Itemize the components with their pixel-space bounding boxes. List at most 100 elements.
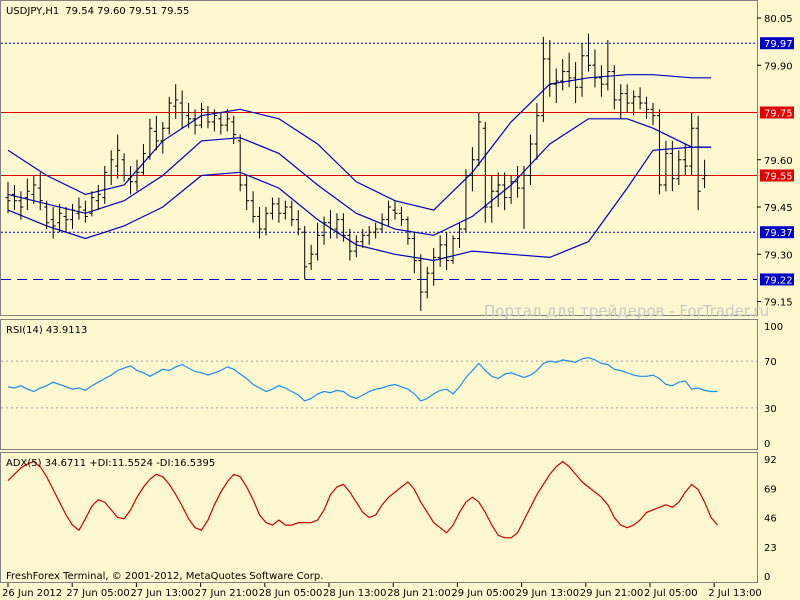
ohlc-bar[interactable]: [566, 52, 572, 88]
ohlc-bar[interactable]: [534, 103, 540, 160]
ohlc-bar[interactable]: [224, 109, 230, 132]
ohlc-bar[interactable]: [302, 225, 308, 280]
ohlc-bar[interactable]: [444, 232, 450, 270]
ohlc-bar[interactable]: [153, 115, 159, 151]
ohlc-bar[interactable]: [205, 106, 211, 129]
ohlc-bar[interactable]: [482, 121, 488, 223]
ohlc-bar[interactable]: [211, 109, 217, 132]
ohlc-bar[interactable]: [489, 175, 495, 223]
ohlc-bar[interactable]: [147, 118, 153, 160]
ohlc-bar[interactable]: [521, 166, 527, 230]
ohlc-bar[interactable]: [5, 181, 11, 214]
ohlc-bar[interactable]: [398, 207, 404, 226]
ohlc-bar[interactable]: [37, 172, 43, 211]
ohlc-bar[interactable]: [676, 150, 682, 185]
ohlc-bar[interactable]: [282, 200, 288, 220]
ohlc-bar[interactable]: [173, 84, 179, 119]
ohlc-bar[interactable]: [334, 213, 340, 239]
ohlc-bar[interactable]: [128, 166, 134, 195]
ohlc-bar[interactable]: [108, 150, 114, 185]
ohlc-bar[interactable]: [631, 90, 637, 116]
ohlc-bar[interactable]: [250, 191, 256, 223]
ohlc-bar[interactable]: [276, 197, 282, 223]
ohlc-bar[interactable]: [476, 112, 482, 167]
ohlc-bar[interactable]: [502, 172, 508, 211]
ohlc-bar[interactable]: [166, 96, 172, 135]
ohlc-bar[interactable]: [121, 153, 127, 182]
ohlc-bar[interactable]: [366, 225, 372, 245]
ohlc-bar[interactable]: [495, 172, 501, 207]
ohlc-bar[interactable]: [328, 210, 333, 239]
ohlc-bar[interactable]: [611, 65, 617, 110]
ohlc-bar[interactable]: [624, 84, 630, 113]
ohlc-bar[interactable]: [340, 213, 346, 242]
ohlc-bar[interactable]: [527, 134, 533, 185]
ohlc-bar[interactable]: [431, 247, 437, 286]
ohlc-bar[interactable]: [508, 175, 514, 204]
ohlc-bar[interactable]: [63, 207, 69, 233]
ohlc-bar[interactable]: [598, 65, 604, 97]
ohlc-bar[interactable]: [11, 184, 17, 211]
ohlc-bar[interactable]: [95, 184, 101, 211]
ohlc-bar[interactable]: [515, 166, 521, 198]
ohlc-bar[interactable]: [682, 144, 688, 176]
ohlc-bar[interactable]: [605, 40, 611, 91]
ohlc-bar[interactable]: [263, 207, 269, 236]
ohlc-bar[interactable]: [57, 203, 63, 233]
ohlc-bar[interactable]: [656, 109, 662, 195]
ohlc-bar[interactable]: [392, 200, 398, 220]
ohlc-bar[interactable]: [44, 200, 50, 230]
ohlc-bar[interactable]: [237, 134, 243, 192]
ohlc-bar[interactable]: [663, 140, 669, 192]
ohlc-bar[interactable]: [650, 103, 656, 126]
ohlc-bar[interactable]: [179, 90, 185, 129]
ohlc-bar[interactable]: [50, 207, 56, 239]
ohlc-bar[interactable]: [373, 222, 379, 239]
ohlc-bar[interactable]: [573, 62, 579, 104]
ohlc-bar[interactable]: [24, 178, 30, 211]
ohlc-bar[interactable]: [199, 103, 204, 129]
ohlc-bar[interactable]: [347, 229, 353, 261]
ohlc-bar[interactable]: [360, 229, 366, 248]
ohlc-bar[interactable]: [269, 197, 275, 220]
ohlc-bar[interactable]: [186, 103, 192, 129]
ohlc-bar[interactable]: [411, 232, 417, 274]
ohlc-bar[interactable]: [469, 147, 475, 192]
ohlc-bar[interactable]: [18, 191, 24, 220]
ohlc-bar[interactable]: [418, 254, 424, 311]
ohlc-bar[interactable]: [592, 49, 598, 88]
ohlc-bar[interactable]: [644, 96, 650, 119]
ohlc-bar[interactable]: [437, 235, 443, 267]
ohlc-bar[interactable]: [289, 200, 295, 226]
ohlc-bar[interactable]: [102, 166, 108, 204]
ohlc-bar[interactable]: [115, 134, 121, 179]
ohlc-bar[interactable]: [192, 109, 198, 135]
ohlc-bar[interactable]: [689, 112, 695, 176]
rsi-pane[interactable]: [1, 356, 757, 409]
price-pane[interactable]: [1, 33, 757, 311]
ohlc-bar[interactable]: [547, 40, 553, 97]
ohlc-bar[interactable]: [76, 197, 82, 220]
ohlc-bar[interactable]: [463, 169, 469, 233]
ohlc-bar[interactable]: [540, 36, 546, 122]
ohlc-bar[interactable]: [295, 210, 301, 236]
ohlc-bar[interactable]: [231, 115, 237, 144]
ohlc-bar[interactable]: [257, 207, 263, 239]
ohlc-bar[interactable]: [31, 175, 37, 204]
ohlc-bar[interactable]: [637, 87, 643, 110]
ohlc-bar[interactable]: [308, 244, 314, 270]
ohlc-bar[interactable]: [315, 222, 321, 261]
ohlc-bar[interactable]: [70, 203, 75, 230]
ohlc-bar[interactable]: [618, 84, 624, 119]
ohlc-bar[interactable]: [218, 112, 224, 135]
ohlc-bar[interactable]: [321, 216, 327, 245]
ohlc-bar[interactable]: [424, 266, 430, 299]
ohlc-bar[interactable]: [405, 216, 411, 245]
ohlc-bar[interactable]: [450, 235, 456, 264]
ohlc-bar[interactable]: [457, 222, 462, 248]
ohlc-bar[interactable]: [160, 121, 166, 154]
ohlc-bar[interactable]: [82, 200, 88, 223]
ohlc-bar[interactable]: [89, 191, 95, 217]
ohlc-bar[interactable]: [579, 43, 585, 97]
